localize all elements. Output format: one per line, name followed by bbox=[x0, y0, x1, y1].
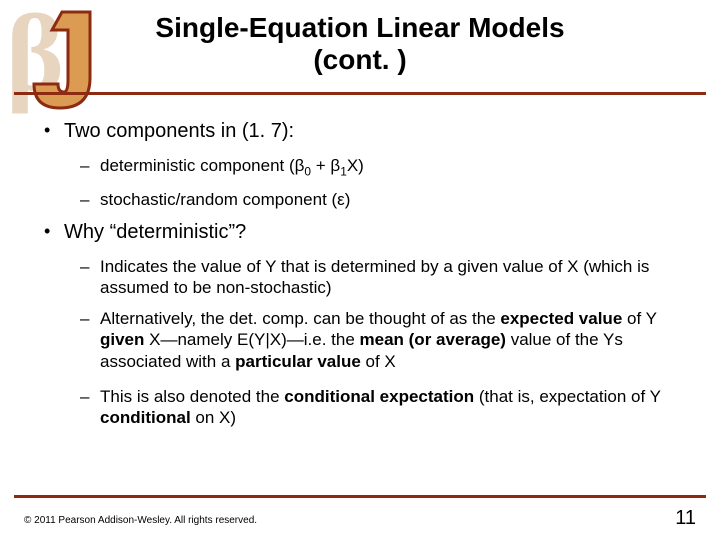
bullet-text: Two components in (1. 7): bbox=[64, 120, 294, 142]
slide-header: Single-Equation Linear Models (cont. ) bbox=[0, 12, 720, 76]
text: deterministic component (β bbox=[100, 156, 304, 175]
bullet-two-components: Two components in (1. 7): bbox=[40, 120, 680, 143]
sub-bullet-indicates: Indicates the value of Y that is determi… bbox=[40, 256, 680, 299]
sub-bullet-stochastic: stochastic/random component (ε) bbox=[40, 189, 680, 210]
bold: conditional bbox=[100, 408, 191, 427]
bullet-why-deterministic: Why “deterministic”? bbox=[40, 221, 680, 244]
text: (that is, expectation of Y bbox=[474, 387, 661, 406]
footer-rule bbox=[14, 495, 706, 498]
copyright-text: © 2011 Pearson Addison-Wesley. All right… bbox=[24, 515, 257, 526]
text: on X) bbox=[191, 408, 236, 427]
bold: expected value bbox=[500, 309, 622, 328]
bold: particular value bbox=[235, 352, 361, 371]
slide-content: Two components in (1. 7): deterministic … bbox=[40, 120, 680, 438]
text: This is also denoted the bbox=[100, 387, 284, 406]
text: of Y bbox=[622, 309, 656, 328]
text: Indicates the value of Y that is determi… bbox=[100, 257, 649, 297]
sub-bullet-expected-value: Alternatively, the det. comp. can be tho… bbox=[40, 308, 680, 372]
bold: given bbox=[100, 330, 144, 349]
title-line-2: (cont. ) bbox=[313, 44, 406, 75]
page-number: 11 bbox=[675, 507, 696, 530]
sub-bullet-deterministic: deterministic component (β0 + β1X) bbox=[40, 155, 680, 179]
text: Why bbox=[64, 221, 110, 243]
header-rule bbox=[14, 92, 706, 95]
text: X) bbox=[347, 156, 364, 175]
text: X—namely E(Y|X)—i.e. the bbox=[144, 330, 359, 349]
quoted-term: “deterministic” bbox=[110, 221, 236, 243]
text: of X bbox=[361, 352, 396, 371]
text: ? bbox=[235, 221, 246, 243]
text: + β bbox=[311, 156, 340, 175]
text: Alternatively, the det. comp. can be tho… bbox=[100, 309, 500, 328]
sub-bullet-conditional-expectation: This is also denoted the conditional exp… bbox=[40, 386, 680, 429]
text: stochastic/random component (ε) bbox=[100, 190, 350, 209]
bold: conditional expectation bbox=[284, 387, 474, 406]
page-title: Single-Equation Linear Models (cont. ) bbox=[0, 12, 720, 76]
bold: mean (or average) bbox=[360, 330, 506, 349]
subscript-1: 1 bbox=[340, 164, 347, 178]
title-line-1: Single-Equation Linear Models bbox=[155, 12, 564, 43]
